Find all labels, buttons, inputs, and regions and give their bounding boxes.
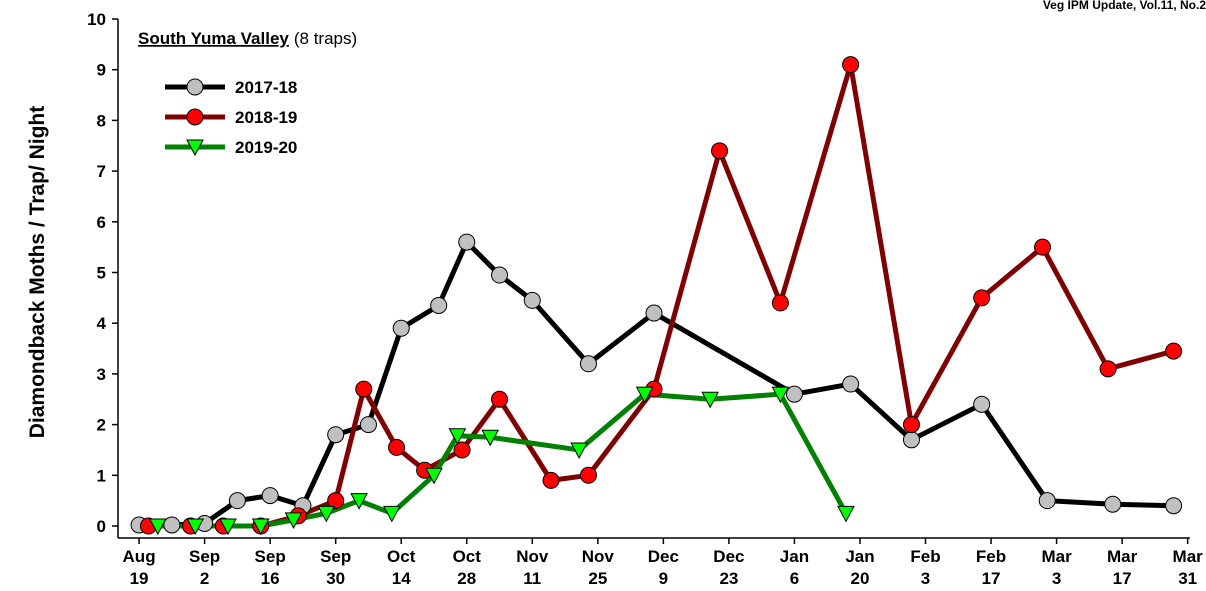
point [327, 426, 345, 444]
point [1038, 492, 1056, 510]
x-tick-label: Feb 3 [910, 547, 940, 588]
x-tick-label: Oct 14 [387, 547, 416, 588]
point [284, 512, 303, 529]
point [219, 518, 237, 536]
point [902, 416, 920, 434]
point [261, 487, 279, 505]
point [425, 467, 443, 485]
point [635, 386, 654, 404]
x-tick-label: Sep 30 [320, 547, 351, 588]
point [973, 395, 991, 413]
series-line [139, 239, 1174, 528]
point [327, 492, 345, 510]
point [1165, 342, 1183, 360]
y-tick-label: 10 [87, 10, 106, 29]
point [392, 319, 410, 337]
point [430, 296, 448, 314]
x-tick-label: Mar 3 [1041, 547, 1072, 588]
point [973, 289, 991, 307]
y-tick-label: 1 [97, 466, 106, 485]
point [842, 56, 860, 74]
point [350, 493, 368, 510]
legend-label: 2019-20 [235, 138, 297, 157]
legend-label: 2017-18 [235, 78, 297, 97]
point [491, 266, 509, 284]
x-tick-label: Jan 6 [780, 547, 809, 588]
x-tick-label: Sep 2 [189, 547, 220, 588]
point [645, 304, 663, 322]
point [570, 442, 588, 460]
y-tick-label: 5 [97, 264, 106, 283]
y-tick-label: 2 [97, 416, 106, 435]
x-tick-label: Mar 17 [1107, 547, 1138, 588]
point [355, 380, 373, 398]
title: South Yuma Valley [138, 29, 289, 48]
point [1165, 497, 1183, 515]
point [359, 416, 377, 434]
point [163, 516, 181, 534]
point [902, 431, 920, 449]
y-tick-label: 4 [97, 314, 107, 333]
point [388, 438, 406, 456]
point [523, 291, 541, 309]
legend-marker [186, 108, 204, 126]
point [228, 492, 246, 510]
y-axis-label: Diamondback Moths / Trap/ Night [26, 106, 49, 439]
point [842, 375, 860, 393]
x-tick-label: Aug 19 [123, 547, 156, 588]
y-tick-label: 9 [97, 61, 106, 80]
y-tick-label: 8 [97, 111, 106, 130]
x-tick-label: Dec 9 [648, 547, 679, 588]
header: Veg IPM Update, Vol.11, No.2 [1043, 0, 1206, 12]
point [383, 505, 401, 523]
point [148, 518, 167, 536]
point [785, 385, 803, 403]
y-tick-label: 6 [97, 213, 106, 232]
point [448, 428, 467, 445]
point [711, 142, 729, 160]
point [771, 386, 790, 404]
x-tick-label: Mar 31 [1173, 547, 1204, 588]
point [251, 518, 270, 536]
x-tick-label: Nov 25 [582, 547, 615, 588]
point [453, 441, 471, 459]
point [837, 505, 855, 523]
chart-title: South Yuma Valley (8 traps) [138, 29, 357, 48]
y-tick-label: 3 [97, 365, 106, 384]
legend-label: 2018-19 [235, 108, 297, 127]
series-line [157, 391, 849, 529]
point [579, 355, 597, 373]
point [481, 429, 499, 447]
point [1099, 360, 1117, 378]
point [458, 233, 476, 251]
x-tick-label: Feb 17 [976, 547, 1006, 588]
y-tick-label: 0 [97, 517, 106, 536]
x-tick-label: Nov 11 [516, 547, 549, 588]
subtitle: (8 traps) [294, 29, 357, 48]
point [491, 390, 509, 408]
point [701, 391, 720, 409]
legend-marker [186, 139, 204, 157]
x-tick-label: Dec 23 [713, 547, 744, 588]
point [1034, 238, 1052, 256]
point [186, 518, 205, 536]
point [1104, 495, 1122, 513]
point [579, 466, 597, 484]
x-tick-label: Jan 20 [845, 547, 874, 588]
x-tick-label: Sep 16 [255, 547, 286, 588]
legend-marker [186, 78, 204, 96]
point [542, 471, 560, 489]
y-tick-label: 7 [97, 162, 106, 181]
point [317, 505, 336, 523]
x-tick-label: Oct 28 [453, 547, 482, 588]
point [771, 294, 789, 312]
